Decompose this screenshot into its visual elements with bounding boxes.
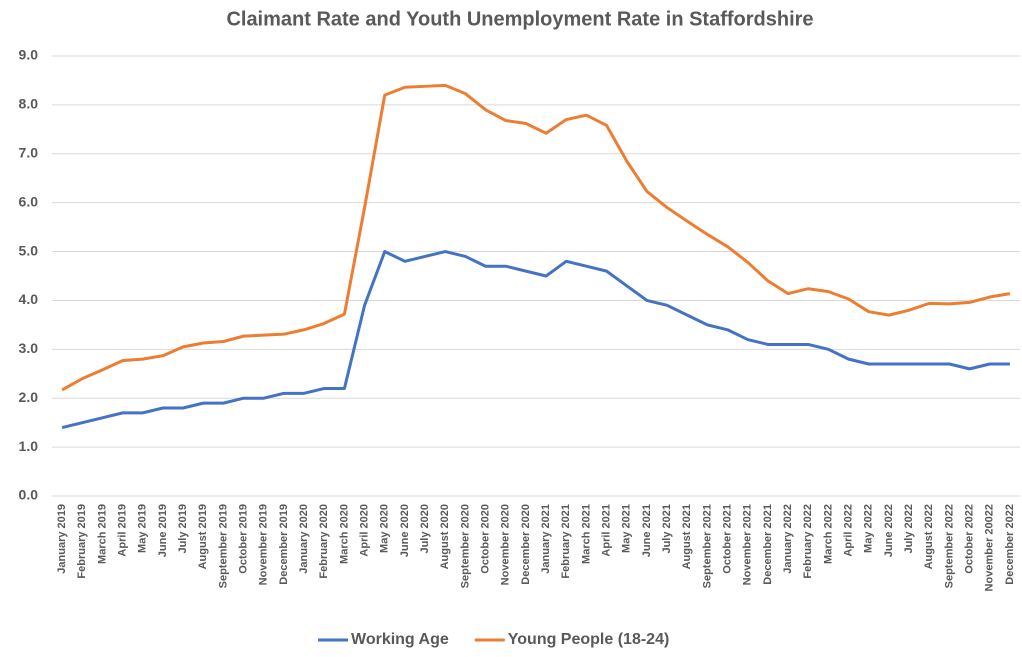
x-tick-label: August 2019 <box>197 504 209 569</box>
x-tick-label: October 2020 <box>479 504 491 574</box>
x-tick-label: November 20022 <box>984 504 996 591</box>
x-tick-label: February 2019 <box>76 504 88 579</box>
x-tick-label: December 2022 <box>1004 504 1016 585</box>
x-tick-label: August 2021 <box>681 504 693 569</box>
x-tick-label: January 2020 <box>298 504 310 574</box>
x-tick-label: May 2022 <box>863 504 875 553</box>
x-tick-label: August 2020 <box>439 504 451 569</box>
x-tick-label: April 2020 <box>358 504 370 557</box>
x-tick-label: March 2022 <box>822 504 834 564</box>
x-tick-label: February 2020 <box>318 504 330 579</box>
y-tick-label: 0.0 <box>19 487 39 503</box>
x-tick-label: November 2020 <box>500 504 512 585</box>
x-tick-label: March 2019 <box>96 504 108 564</box>
x-tick-label: July 2022 <box>903 504 915 554</box>
x-tick-label: January 2022 <box>782 504 794 574</box>
x-tick-label: March 2020 <box>338 504 350 564</box>
x-tick-label: July 2020 <box>419 504 431 554</box>
legend-label: Young People (18-24) <box>508 631 670 648</box>
x-tick-label: January 2019 <box>56 504 68 574</box>
x-tick-label: December 2020 <box>520 504 532 585</box>
x-tick-label: April 2019 <box>116 504 128 557</box>
x-tick-label: October 2021 <box>721 504 733 574</box>
x-tick-label: July 2021 <box>661 504 673 554</box>
x-tick-label: September 2021 <box>701 504 713 588</box>
x-tick-label: October 2022 <box>963 504 975 574</box>
x-tick-label: April 2022 <box>842 504 854 557</box>
x-tick-label: May 2019 <box>137 504 149 553</box>
y-tick-label: 2.0 <box>19 389 39 405</box>
x-tick-label: October 2019 <box>237 504 249 574</box>
x-tick-label: January 2021 <box>540 504 552 574</box>
x-tick-label: November 2021 <box>742 504 754 585</box>
y-tick-label: 6.0 <box>19 193 39 209</box>
y-tick-label: 3.0 <box>19 340 39 356</box>
x-tick-label: December 2021 <box>762 504 774 585</box>
x-tick-label: August 2022 <box>923 504 935 569</box>
x-tick-label: June 2019 <box>157 504 169 557</box>
x-tick-label: June 2021 <box>641 504 653 557</box>
x-tick-label: May 2021 <box>621 504 633 553</box>
y-tick-label: 7.0 <box>19 144 39 160</box>
line-series <box>61 83 1011 392</box>
x-tick-label: December 2019 <box>278 504 290 585</box>
y-tick-label: 4.0 <box>19 291 39 307</box>
y-tick-label: 5.0 <box>19 242 39 258</box>
y-tick-label: 9.0 <box>19 47 39 63</box>
y-tick-label: 8.0 <box>19 96 39 112</box>
x-tick-label: February 2022 <box>802 504 814 579</box>
x-tick-label: February 2021 <box>560 504 572 579</box>
x-tick-label: September 2020 <box>459 504 471 588</box>
x-tick-label: April 2021 <box>600 504 612 557</box>
x-tick-label: June 2020 <box>399 504 411 557</box>
x-tick-label: July 2019 <box>177 504 189 554</box>
x-tick-label: March 2021 <box>580 504 592 564</box>
x-tick-label: November 2019 <box>258 504 270 585</box>
chart-title: Claimant Rate and Youth Unemployment Rat… <box>226 8 813 30</box>
x-tick-label: May 2020 <box>379 504 391 553</box>
x-tick-label: June 2022 <box>883 504 895 557</box>
x-tick-label: September 2022 <box>943 504 955 588</box>
legend-label: Working Age <box>351 631 449 648</box>
line-series <box>61 250 1010 430</box>
y-tick-label: 1.0 <box>19 438 39 454</box>
x-tick-label: September 2019 <box>217 504 229 588</box>
